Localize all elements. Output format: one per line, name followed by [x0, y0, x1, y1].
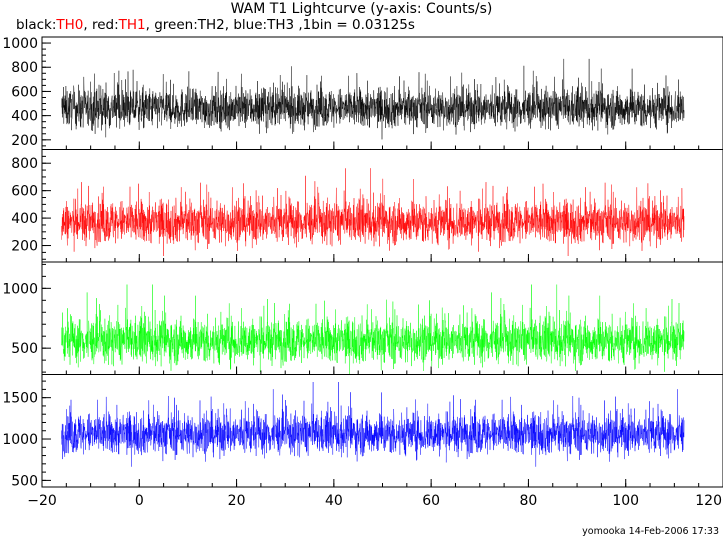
- y-tick-label: 500: [11, 473, 38, 489]
- subtitle-part: black:: [16, 17, 57, 33]
- x-tick-label: 0: [135, 493, 144, 509]
- x-tick-label: 120: [695, 493, 722, 509]
- series-line-TH0: [61, 58, 685, 140]
- y-tick-label: 600: [11, 184, 38, 200]
- y-tick-label: 400: [11, 211, 38, 227]
- x-tick-label: 40: [325, 493, 343, 509]
- y-tick-label: 600: [11, 84, 38, 100]
- subtitle-part: , red:: [83, 17, 119, 33]
- panel-frame-TH2: [41, 261, 723, 375]
- y-tick-label: 1500: [2, 391, 38, 407]
- y-tick-label: 200: [11, 239, 38, 255]
- subtitle-part: , green:TH2, blue:TH3 ,1bin = 0.03125s: [145, 17, 415, 33]
- x-tick-label: 60: [422, 493, 440, 509]
- y-tick-label: 500: [11, 341, 38, 357]
- y-tick-label: 800: [11, 156, 38, 172]
- series-line-TH2: [61, 284, 685, 375]
- y-tick-label: 800: [11, 60, 38, 76]
- panel-frame-TH0: [41, 36, 723, 150]
- x-tick-label: −20: [27, 493, 57, 509]
- y-tick-label: 1000: [2, 281, 38, 297]
- y-tick-label: 400: [11, 109, 38, 125]
- series-line-TH1: [61, 168, 685, 257]
- y-tick-label: 1000: [2, 432, 38, 448]
- y-tick-label: 1000: [2, 36, 38, 52]
- y-tick-label: 200: [11, 133, 38, 149]
- x-tick-label: 80: [520, 493, 538, 509]
- footer-stamp: yomooka 14-Feb-2006 17:33: [582, 526, 719, 537]
- subtitle-part: TH1: [118, 17, 146, 33]
- series-line-TH3: [61, 381, 685, 467]
- x-tick-label: 100: [612, 493, 639, 509]
- subtitle-part: TH0: [56, 17, 84, 33]
- chart-subtitle: black:TH0, red:TH1, green:TH2, blue:TH3 …: [16, 17, 415, 33]
- x-tick-label: 20: [228, 493, 246, 509]
- chart-title: WAM T1 Lightcurve (y-axis: Counts/s): [230, 1, 493, 17]
